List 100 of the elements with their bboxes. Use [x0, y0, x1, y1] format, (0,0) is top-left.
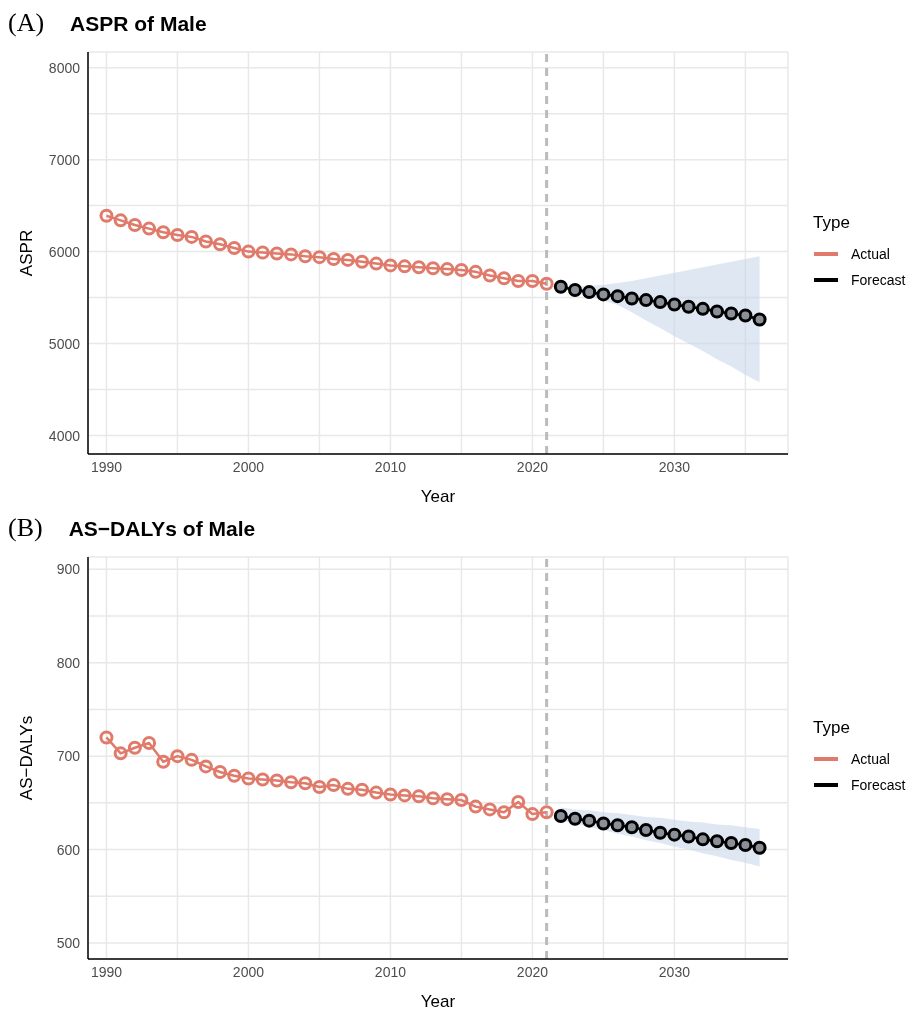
chart-title: AS−DALYs of Male [68, 517, 256, 541]
legend-title: Type [813, 213, 851, 233]
point [227, 240, 242, 255]
point [369, 785, 384, 800]
point [312, 250, 327, 265]
y-tick-label: 700 [56, 748, 81, 765]
point [596, 816, 611, 831]
point [681, 299, 696, 314]
point [553, 279, 568, 294]
point [284, 247, 299, 262]
point [269, 246, 284, 261]
point [440, 262, 455, 277]
point [639, 822, 654, 837]
y-tick-label: 6000 [48, 243, 81, 260]
point [511, 274, 526, 289]
legend-label: Actual [851, 246, 890, 262]
point [681, 829, 696, 844]
y-tick-label: 8000 [48, 59, 81, 76]
point [184, 229, 199, 244]
point [312, 779, 327, 794]
y-tick-label: 5000 [48, 335, 81, 352]
point [539, 276, 554, 291]
x-tick-label: 2030 [658, 963, 691, 980]
point [724, 306, 739, 321]
point [525, 274, 540, 289]
point [99, 208, 114, 223]
y-tick-label: 600 [56, 841, 81, 858]
point [568, 283, 583, 298]
y-tick-label: 500 [56, 935, 81, 952]
point [298, 776, 313, 791]
point [156, 225, 171, 240]
legend-label: Forecast [851, 272, 906, 288]
point [468, 264, 483, 279]
point [383, 787, 398, 802]
point [340, 252, 355, 267]
point [241, 244, 256, 259]
y-axis-title: ASPR [17, 229, 37, 277]
point [213, 237, 228, 252]
point [752, 840, 767, 855]
point [99, 730, 114, 745]
legend-label: Forecast [851, 777, 906, 793]
point [142, 736, 157, 751]
point [639, 293, 654, 308]
point [653, 295, 668, 310]
point [340, 781, 355, 796]
point [142, 221, 157, 236]
point [738, 308, 753, 323]
point [497, 271, 512, 286]
point [170, 228, 185, 243]
point [497, 805, 512, 820]
point [198, 234, 213, 249]
point [127, 740, 142, 755]
point [525, 807, 540, 822]
point [653, 825, 668, 840]
point [213, 765, 228, 780]
x-tick-label: 2020 [516, 458, 549, 475]
chart-title: ASPR of Male [70, 12, 207, 36]
legend-title: Type [813, 718, 851, 738]
point [326, 778, 341, 793]
point [482, 268, 497, 283]
y-tick-label: 800 [56, 654, 81, 671]
x-axis-title: Year [420, 487, 456, 506]
x-tick-label: 2010 [374, 963, 407, 980]
point [326, 251, 341, 266]
point [667, 827, 682, 842]
x-tick-label: 2010 [374, 458, 407, 475]
point [511, 794, 526, 809]
point [255, 772, 270, 787]
point [369, 256, 384, 271]
x-tick-label: 1990 [90, 963, 123, 980]
point [298, 249, 313, 264]
legend-label: Actual [851, 751, 890, 767]
point [752, 312, 767, 327]
point [539, 805, 554, 820]
y-tick-label: 7000 [48, 151, 81, 168]
x-tick-label: 2020 [516, 963, 549, 980]
point [624, 820, 639, 835]
point [426, 791, 441, 806]
point [553, 808, 568, 823]
point [269, 773, 284, 788]
point [582, 285, 597, 300]
point [454, 263, 469, 278]
point [695, 832, 710, 847]
point [440, 792, 455, 807]
x-tick-label: 1990 [90, 458, 123, 475]
x-tick-label: 2030 [658, 458, 691, 475]
y-axis-title: AS−DALYs [17, 715, 37, 801]
point [610, 289, 625, 304]
x-tick-label: 2000 [232, 963, 265, 980]
text: (A) [8, 8, 45, 38]
point [397, 788, 412, 803]
point [454, 793, 469, 808]
point [355, 782, 370, 797]
x-axis-title: Year [420, 992, 456, 1011]
point [596, 287, 611, 302]
point [710, 304, 725, 319]
point [411, 789, 426, 804]
point [411, 260, 426, 275]
point [113, 746, 128, 761]
point [198, 759, 213, 774]
